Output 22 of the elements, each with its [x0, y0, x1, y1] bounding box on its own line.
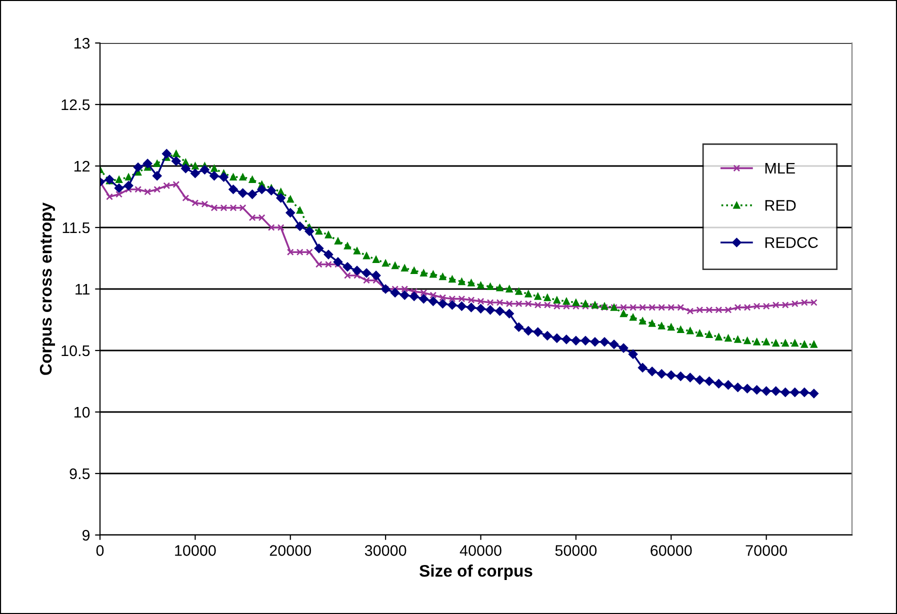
legend-label: RED — [765, 200, 796, 211]
y-tick-label: 9.5 — [70, 468, 90, 480]
x-axis-title: Size of corpus — [420, 564, 532, 580]
x-tick-label: 70000 — [746, 545, 787, 556]
legend-label: REDCC — [765, 237, 818, 248]
x-tick-label: 40000 — [460, 545, 502, 556]
y-tick-label: 11.5 — [62, 222, 90, 234]
y-tick-label: 9 — [82, 530, 90, 541]
y-tick-label: 10 — [74, 406, 90, 418]
x-tick-label: 30000 — [364, 545, 406, 556]
y-axis-title: Corpus cross entropy — [40, 202, 55, 375]
x-tick-label: 60000 — [650, 545, 692, 556]
y-tick-label: 10.5 — [62, 345, 90, 356]
y-tick-label: 12.5 — [62, 99, 90, 110]
y-tick-label: 11 — [76, 284, 90, 295]
x-tick-label: 50000 — [555, 545, 597, 556]
x-tick-label: 0 — [96, 545, 104, 556]
legend-label: MLE — [765, 163, 795, 174]
y-tick-label: 13 — [74, 38, 90, 49]
y-tick-label: 12 — [74, 160, 90, 172]
x-tick-label: 20000 — [270, 545, 312, 556]
x-tick-label: 10000 — [175, 545, 216, 556]
